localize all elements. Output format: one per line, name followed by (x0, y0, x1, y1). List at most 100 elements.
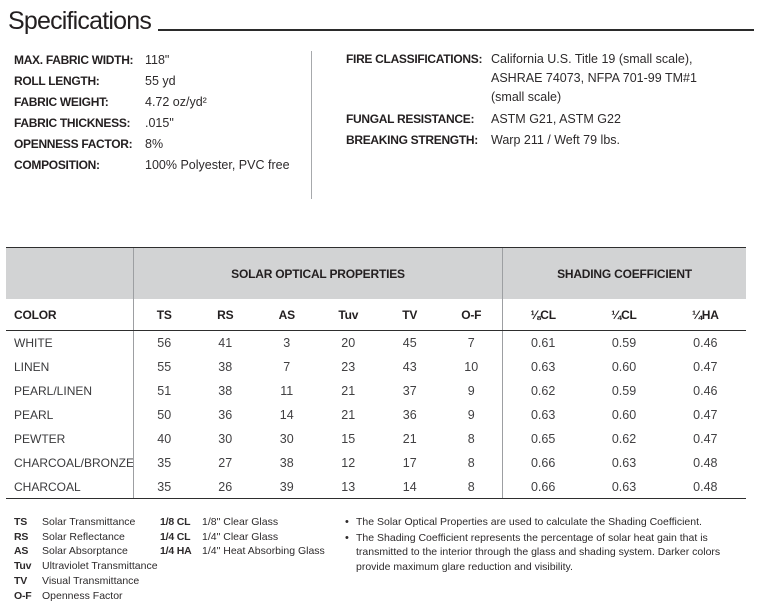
cell-color: PEWTER (14, 432, 66, 446)
spec-row-breaking-strength: BREAKING STRENGTH: Warp 211 / Weft 79 lb… (346, 130, 697, 151)
cell-14ha: 0.48 (693, 456, 718, 470)
cell-of: 9 (467, 384, 475, 398)
table-row-linen: LINEN 55 38 7 23 43 10 0.63 0.60 0.47 (6, 355, 746, 379)
spec-label: FIRE CLASSIFICATIONS: (346, 52, 483, 66)
legend-abbr: TV (14, 574, 28, 587)
cell-of: 8 (467, 432, 475, 446)
column-header-tuv: Tuv (338, 307, 359, 322)
spec-value: 8% (145, 137, 164, 151)
spec-label: FUNGAL RESISTANCE: (346, 112, 475, 126)
cell-14ha: 0.47 (693, 360, 718, 374)
cell-ts: 50 (133, 403, 195, 427)
footer-legend-section: TS Solar Transmittance RS Solar Reflecta… (0, 515, 759, 603)
spec-row-fire-classifications: FIRE CLASSIFICATIONS: California U.S. Ti… (346, 50, 697, 107)
cell-18cl: 0.66 (502, 475, 583, 498)
legend-def: 1/4" Heat Absorbing Glass (202, 545, 325, 558)
table-row-charcoal: CHARCOAL 35 26 39 13 14 8 0.66 0.63 0.48 (6, 475, 746, 499)
legend-abbr: 1/4 CL (160, 530, 191, 543)
cell-rs: 27 (218, 456, 233, 470)
cell-as: 30 (279, 432, 294, 446)
table-row-pearl: PEARL 50 36 14 21 36 9 0.63 0.60 0.47 (6, 403, 746, 427)
legend-def: Openness Factor (42, 589, 123, 602)
group-header-shading: SHADING COEFFICIENT (502, 248, 746, 299)
cell-tv: 36 (402, 408, 417, 422)
legend-item-as: AS Solar Absorptance (14, 544, 160, 559)
spec-label: MAX. FABRIC WIDTH: (14, 53, 134, 67)
cell-18cl: 0.63 (502, 403, 583, 427)
legend-item-18cl: 1/8 CL 1/8" Clear Glass (160, 515, 345, 530)
cell-14cl: 0.59 (611, 336, 637, 350)
cell-of: 8 (467, 479, 475, 494)
column-header-color: COLOR (14, 307, 57, 322)
legend-item-14cl: 1/4 CL 1/4" Clear Glass (160, 530, 345, 545)
table-row-white: WHITE 56 41 3 20 45 7 0.61 0.59 0.46 (6, 331, 746, 355)
spec-row-roll-length: ROLL LENGTH: 55 yd (14, 71, 311, 92)
cell-tv: 37 (402, 384, 417, 398)
cell-14cl: 0.59 (611, 384, 637, 398)
cell-as: 14 (279, 408, 294, 422)
cell-18cl: 0.66 (502, 451, 583, 475)
cell-tv: 21 (402, 432, 417, 446)
specs-vertical-divider (311, 51, 312, 199)
legend-def: 1/4" Clear Glass (202, 530, 279, 543)
cell-tuv: 13 (341, 479, 356, 494)
cell-14ha: 0.48 (693, 479, 718, 494)
cell-rs: 30 (218, 432, 233, 446)
cell-14cl: 0.60 (611, 360, 637, 374)
column-header-of: O-F (461, 307, 482, 322)
spec-value-multiline: California U.S. Title 19 (small scale), … (491, 50, 697, 107)
spec-value: 55 yd (145, 74, 176, 88)
legend-abbr: O-F (14, 589, 32, 602)
cell-as: 3 (283, 336, 291, 350)
cell-14cl: 0.60 (611, 408, 637, 422)
cell-rs: 38 (218, 360, 233, 374)
spec-value: 118" (145, 53, 170, 67)
column-header-rs: RS (217, 307, 234, 322)
cell-tuv: 21 (341, 384, 356, 398)
legend-abbr: TS (14, 516, 28, 528)
spec-value: 100% Polyester, PVC free (145, 158, 290, 172)
legend-abbr: AS (14, 545, 29, 558)
cell-ts: 55 (133, 355, 195, 379)
specs-section: MAX. FABRIC WIDTH: 118" ROLL LENGTH: 55 … (0, 50, 759, 199)
cell-as: 7 (283, 360, 291, 374)
legend-item-rs: RS Solar Reflectance (14, 530, 160, 545)
cell-tuv: 20 (341, 336, 356, 350)
table-group-header-row: SOLAR OPTICAL PROPERTIES SHADING COEFFIC… (6, 247, 746, 299)
cell-color: CHARCOAL (14, 479, 81, 494)
cell-of: 8 (467, 456, 475, 470)
cell-tv: 17 (402, 456, 417, 470)
cell-tuv: 12 (341, 456, 356, 470)
spec-row-max-fabric-width: MAX. FABRIC WIDTH: 118" (14, 50, 311, 71)
cell-18cl: 0.61 (502, 331, 583, 355)
legend-def: 1/8" Clear Glass (202, 516, 279, 528)
notes-column: The Solar Optical Properties are used to… (345, 515, 747, 603)
cell-tv: 45 (402, 336, 417, 350)
properties-table: SOLAR OPTICAL PROPERTIES SHADING COEFFIC… (6, 247, 746, 499)
spec-label: COMPOSITION: (14, 158, 100, 172)
cell-color: PEARL (14, 408, 54, 422)
table-row-charcoal-bronze: CHARCOAL/BRONZE 35 27 38 12 17 8 0.66 0.… (6, 451, 746, 475)
bullet-icon (345, 531, 356, 574)
cell-14cl: 0.63 (611, 479, 637, 494)
spec-value: .015" (145, 116, 174, 130)
cell-tv: 43 (402, 360, 417, 374)
cell-as: 38 (279, 456, 294, 470)
cell-rs: 41 (218, 336, 233, 350)
cell-color: PEARL/LINEN (14, 384, 93, 398)
cell-rs: 26 (218, 479, 233, 494)
cell-14ha: 0.46 (693, 336, 718, 350)
table-body: WHITE 56 41 3 20 45 7 0.61 0.59 0.46 LIN… (6, 331, 746, 499)
legend-def: Solar Absorptance (42, 545, 128, 558)
legend-item-14ha: 1/4 HA 1/4" Heat Absorbing Glass (160, 544, 345, 559)
spec-label: BREAKING STRENGTH: (346, 133, 478, 147)
table-row-pearl-linen: PEARL/LINEN 51 38 11 21 37 9 0.62 0.59 0… (6, 379, 746, 403)
legend-def: Solar Reflectance (42, 530, 125, 543)
cell-18cl: 0.63 (502, 355, 583, 379)
cell-of: 7 (467, 336, 475, 350)
spec-value: Warp 211 / Weft 79 lbs. (491, 133, 620, 147)
column-header-18cl: ⅛CL (502, 299, 583, 330)
title-rule (158, 29, 754, 31)
spec-value: 4.72 oz/yd² (145, 95, 207, 109)
legend-item-of: O-F Openness Factor (14, 589, 160, 604)
